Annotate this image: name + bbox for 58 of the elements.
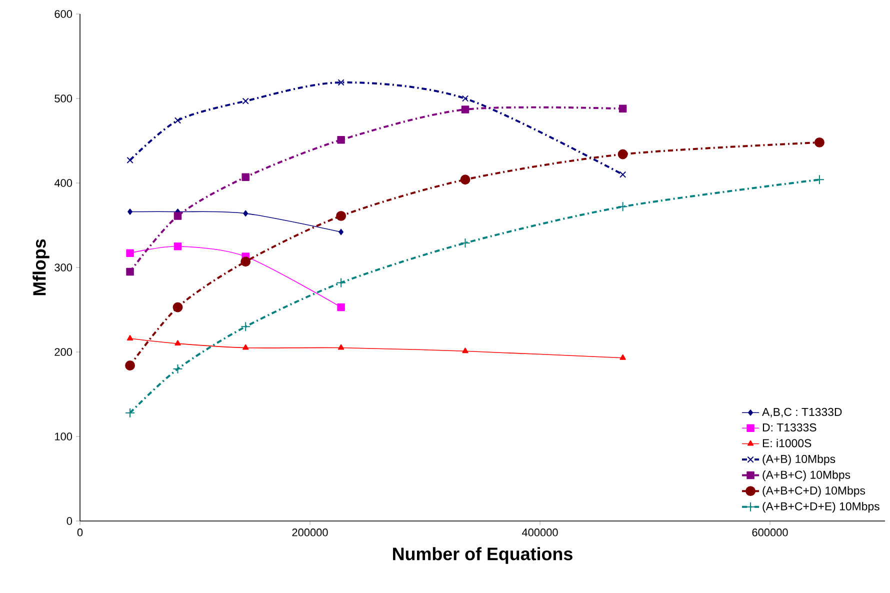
point — [462, 348, 468, 354]
x-tick-label: 400000 — [522, 528, 558, 536]
point — [128, 208, 132, 215]
legend-label: (A+B+C) 10Mbps — [762, 470, 850, 482]
y-tick-label: 600 — [54, 10, 72, 18]
point — [338, 344, 344, 350]
point — [174, 117, 182, 124]
point — [338, 79, 344, 86]
point — [174, 242, 182, 250]
y-tick-label: 300 — [54, 264, 72, 272]
point — [460, 174, 470, 185]
y-tick-label: 100 — [55, 432, 72, 440]
point — [174, 212, 182, 220]
legend-label: A,B,C : T1333D — [762, 408, 842, 418]
point — [814, 137, 824, 148]
legend-label: (A+B+C+D) 10Mbps — [762, 486, 866, 497]
point — [620, 354, 626, 360]
point — [125, 360, 136, 371]
point — [814, 174, 824, 185]
point — [172, 302, 183, 312]
point — [126, 156, 134, 164]
x-axis-title: Number of Equations — [393, 547, 572, 564]
point — [462, 95, 469, 102]
point — [618, 149, 628, 160]
point — [126, 334, 134, 340]
x-tick-label: 600000 — [752, 528, 788, 536]
point — [240, 256, 251, 267]
point — [618, 104, 627, 113]
y-tick-label: 0 — [66, 517, 72, 525]
point — [243, 210, 248, 217]
point — [125, 408, 136, 418]
point — [242, 173, 250, 181]
y-tick-label: 500 — [54, 94, 72, 102]
point — [619, 171, 626, 178]
point — [336, 278, 346, 288]
x-tick-label: 200000 — [292, 528, 328, 536]
point — [460, 238, 470, 248]
point — [337, 303, 345, 312]
point — [461, 106, 470, 114]
point — [338, 228, 344, 236]
legend-label: (A+B) 10Mbps — [762, 454, 836, 466]
point — [336, 210, 346, 221]
y-tick-label: 400 — [54, 179, 72, 187]
point — [618, 202, 628, 212]
point — [240, 322, 251, 332]
point — [126, 268, 134, 276]
legend-label: E: i1000S — [762, 438, 812, 448]
point — [337, 136, 345, 144]
x-tick-label: 0 — [77, 528, 83, 536]
legend-label: (A+B+C+D+E) 10Mbps — [762, 502, 880, 513]
point — [242, 344, 249, 350]
point — [126, 249, 134, 258]
y-tick-label: 200 — [54, 348, 72, 356]
y-axis-title: Mflops — [32, 239, 50, 296]
legend-label: D: T1333S — [762, 423, 816, 432]
point — [174, 340, 181, 346]
point — [172, 364, 183, 374]
point — [242, 98, 249, 104]
